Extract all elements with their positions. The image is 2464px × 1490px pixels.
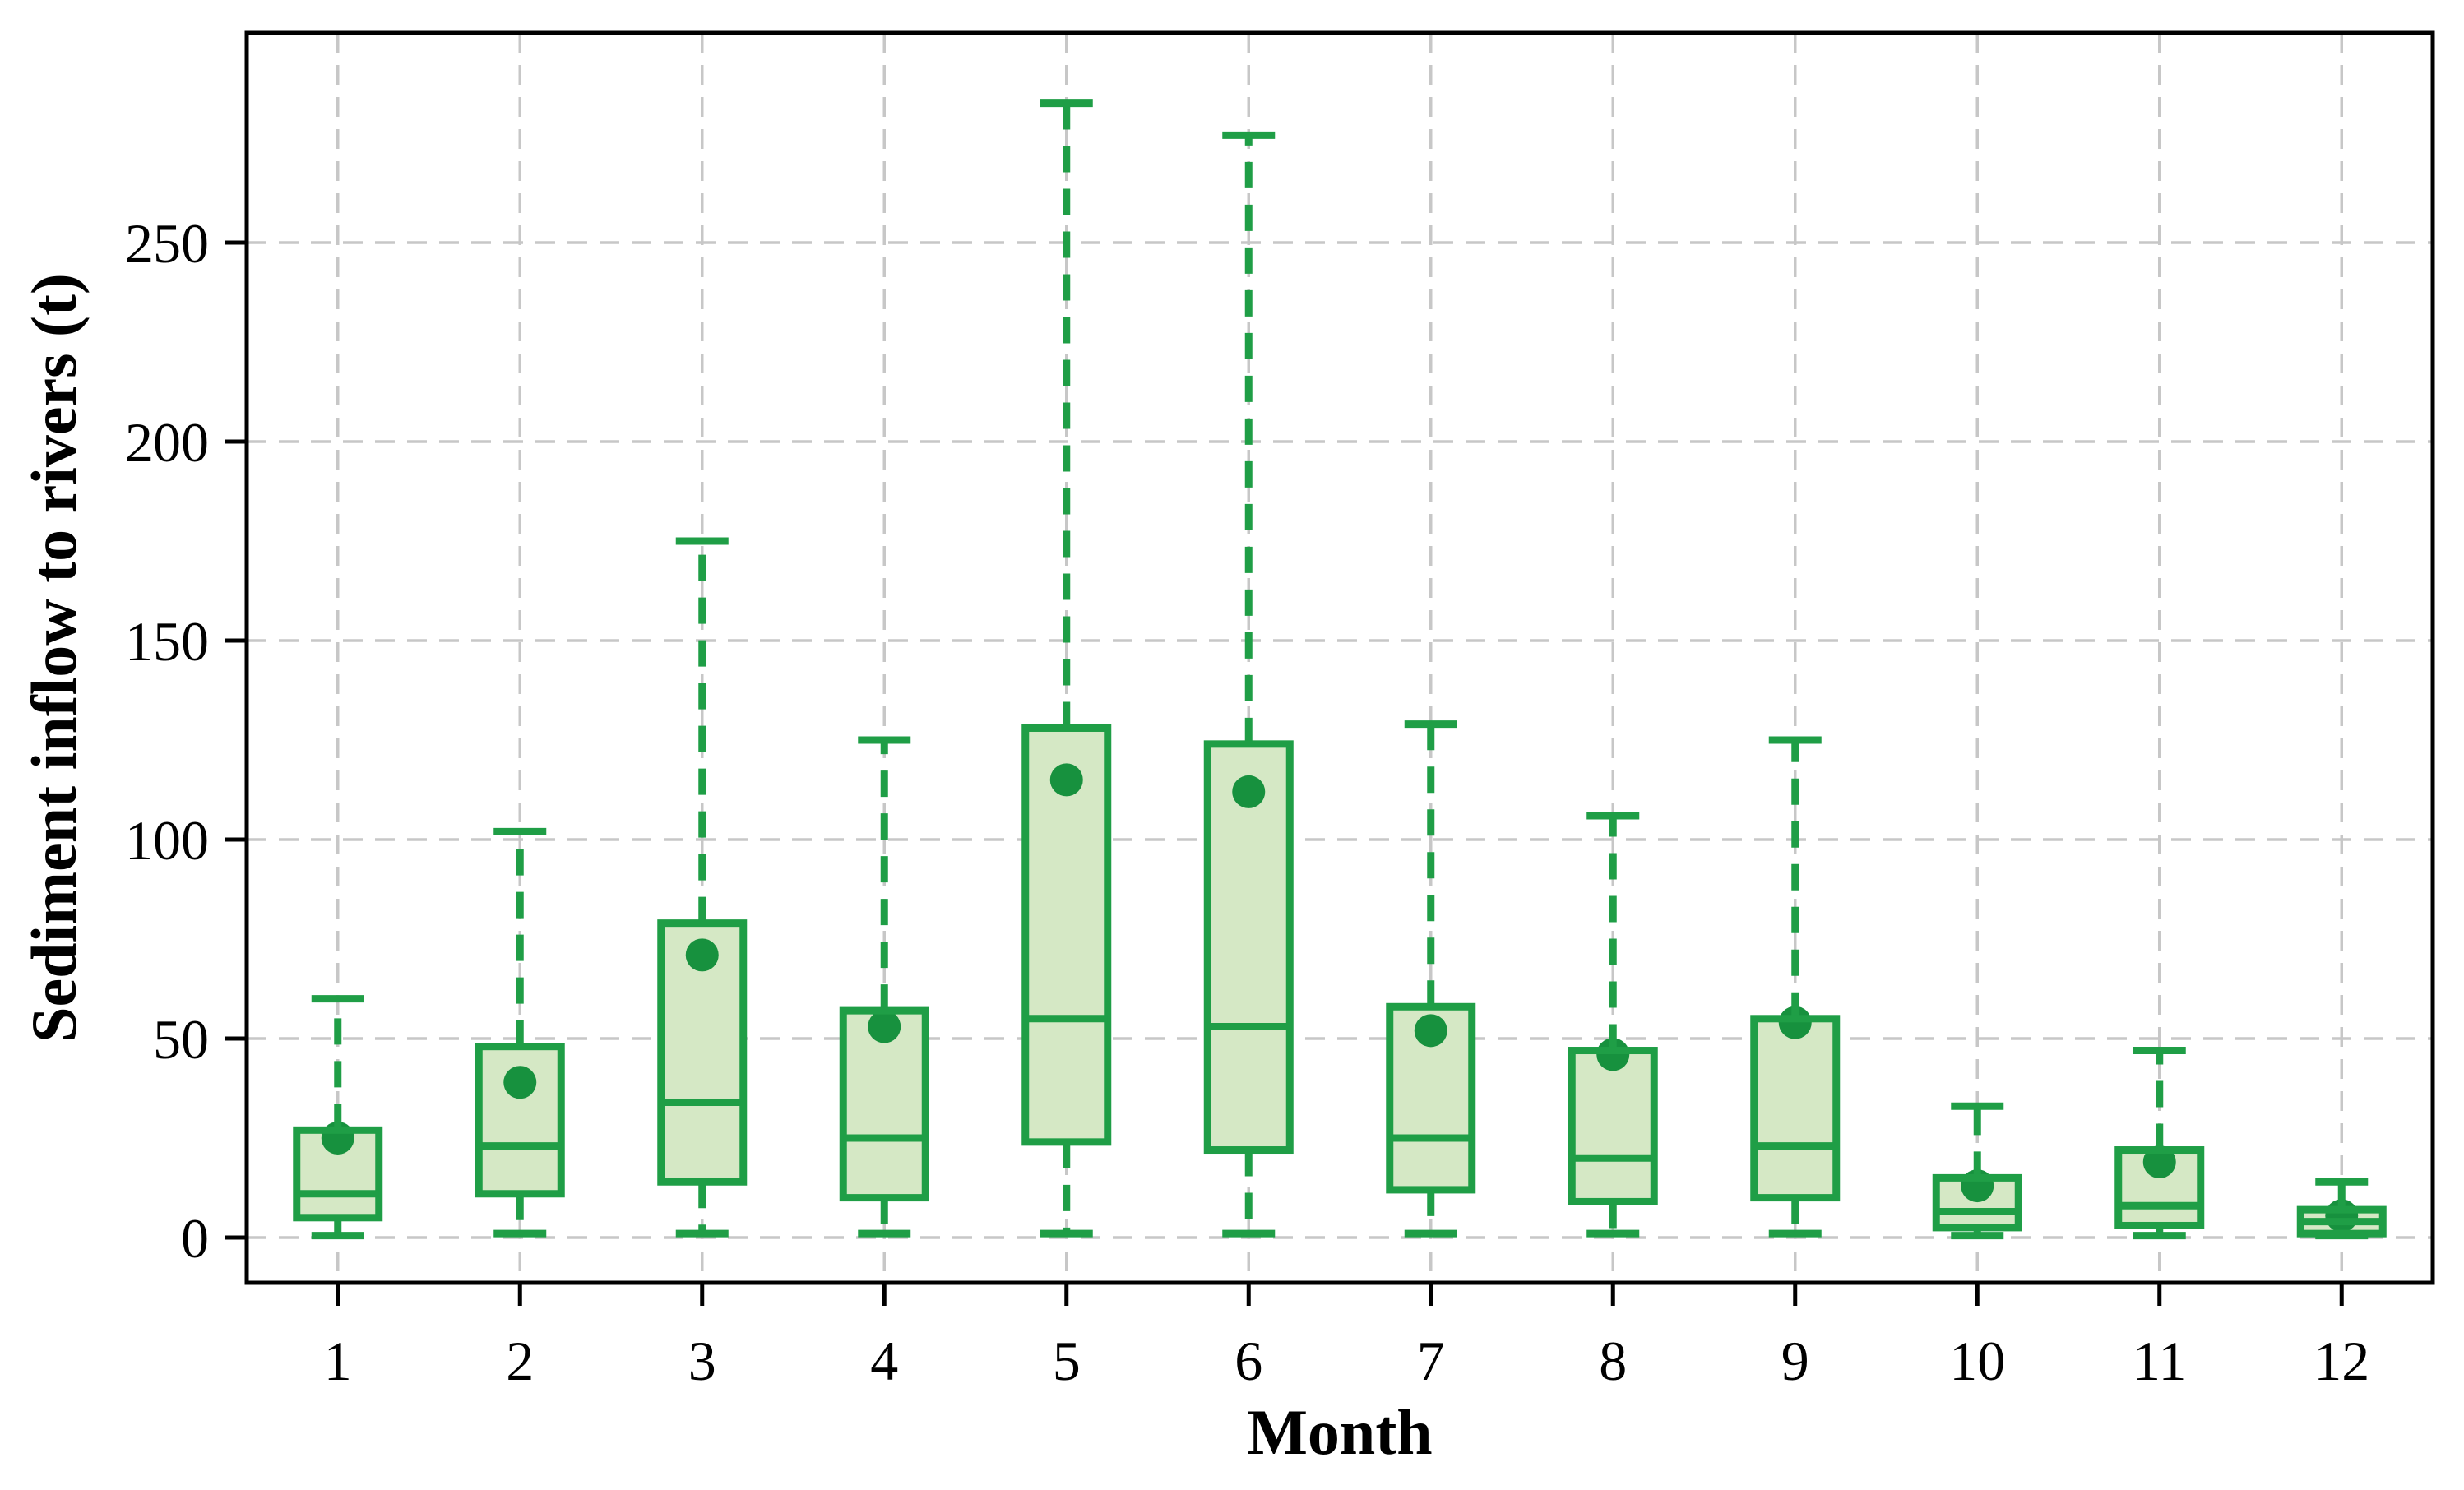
- box-fill-month-5: [1025, 728, 1108, 1142]
- box-group-month-12: [2296, 1178, 2387, 1240]
- box-group-month-3: [657, 537, 748, 1238]
- x-tick-label-5: 5: [1053, 1330, 1081, 1392]
- x-tick-label-2: 2: [506, 1330, 534, 1392]
- box-group-month-5: [1021, 99, 1112, 1238]
- box-fill-month-8: [1572, 1050, 1655, 1202]
- box-group-month-10: [1932, 1102, 2022, 1240]
- box-edge-month-11: [2114, 1146, 2205, 1229]
- grid-layer: [247, 33, 2433, 1283]
- x-tick-label-11: 11: [2133, 1330, 2186, 1392]
- mean-dot-month-2: [503, 1066, 537, 1099]
- box-edge-month-10: [1932, 1173, 2022, 1232]
- x-tick-label-1: 1: [324, 1330, 352, 1392]
- y-tick-label-200: 200: [125, 411, 209, 474]
- mean-dot-month-11: [2142, 1145, 2176, 1179]
- frame-layer: [244, 30, 2435, 1285]
- y-axis-label: Sediment inflow to rivers (t): [18, 273, 90, 1043]
- mean-dot-month-3: [685, 938, 719, 972]
- box-edge-month-2: [475, 1043, 565, 1198]
- y-tick-label-150: 150: [125, 610, 209, 673]
- box-group-month-11: [2114, 1047, 2205, 1240]
- x-tick-label-10: 10: [1949, 1330, 2005, 1392]
- x-tick-label-4: 4: [870, 1330, 898, 1392]
- x-tick-label-6: 6: [1234, 1330, 1262, 1392]
- x-tick-label-8: 8: [1599, 1330, 1627, 1392]
- box-edge-month-7: [1386, 1002, 1476, 1194]
- box-edge-month-9: [1750, 1015, 1841, 1202]
- box-edge-month-5: [1021, 724, 1112, 1146]
- mean-dot-month-5: [1049, 763, 1083, 797]
- box-edge-month-1: [293, 1126, 383, 1222]
- y-tick-label-100: 100: [125, 809, 209, 872]
- x-tick-label-7: 7: [1417, 1330, 1445, 1392]
- mean-dot-month-9: [1778, 1006, 1812, 1039]
- y-tick-label-50: 50: [153, 1008, 209, 1071]
- box-layer: [293, 99, 2387, 1240]
- box-edge-month-3: [657, 919, 748, 1186]
- x-tick-label-12: 12: [2313, 1330, 2369, 1392]
- box-group-month-9: [1750, 736, 1841, 1238]
- y-tick-label-250: 250: [125, 212, 209, 275]
- mean-dot-month-4: [868, 1010, 901, 1043]
- box-group-month-2: [475, 827, 565, 1238]
- box-group-month-8: [1568, 812, 1658, 1238]
- box-group-month-1: [293, 995, 383, 1240]
- mean-dot-month-7: [1414, 1014, 1447, 1048]
- box-edge-month-4: [839, 1006, 929, 1202]
- mean-dot-month-8: [1596, 1038, 1630, 1071]
- box-group-month-4: [839, 736, 929, 1238]
- box-group-month-7: [1386, 720, 1476, 1238]
- box-edge-month-6: [1203, 740, 1294, 1155]
- box-group-month-6: [1203, 131, 1294, 1238]
- plot-frame: [244, 30, 2435, 1285]
- box-fill-month-6: [1207, 743, 1290, 1150]
- box-edge-month-8: [1568, 1047, 1658, 1205]
- x-tick-label-3: 3: [688, 1330, 716, 1392]
- x-tick-label-9: 9: [1781, 1330, 1809, 1392]
- x-axis-label: Month: [1247, 1396, 1432, 1468]
- box-fill-month-9: [1753, 1018, 1836, 1198]
- y-tick-label-0: 0: [181, 1207, 209, 1270]
- mean-dot-month-6: [1232, 775, 1266, 808]
